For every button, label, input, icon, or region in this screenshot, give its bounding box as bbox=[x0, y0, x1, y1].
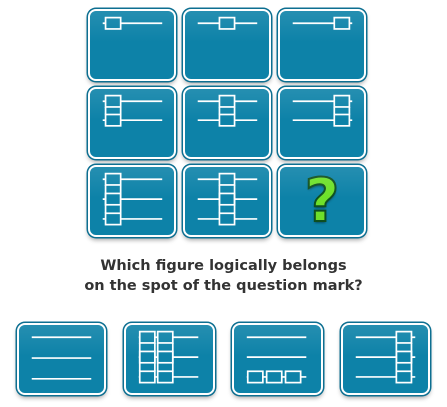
grid-cell-r3c1 bbox=[88, 165, 176, 237]
figure-three-boxes-left bbox=[102, 172, 163, 226]
figure-two-boxes-right bbox=[292, 94, 353, 127]
answer-option-3[interactable] bbox=[232, 323, 323, 395]
figure-two-boxes-left bbox=[102, 94, 163, 127]
figure-three-lines bbox=[31, 336, 92, 380]
answer-option-2[interactable] bbox=[124, 323, 215, 395]
figure-one-box-left bbox=[102, 16, 163, 30]
grid-cell-r1c3 bbox=[278, 9, 366, 81]
question-text: Which figure logically belongs on the sp… bbox=[0, 256, 447, 296]
figure-one-box-center bbox=[197, 16, 258, 30]
question-line-1: Which figure logically belongs bbox=[100, 258, 347, 274]
grid-cell-r2c1 bbox=[88, 87, 176, 159]
figure-boxes-bottom-row bbox=[246, 336, 307, 384]
question-line-2: on the spot of the question mark? bbox=[84, 278, 363, 294]
figure-two-boxes-center bbox=[197, 94, 258, 127]
answer-option-1[interactable] bbox=[17, 323, 106, 395]
figure-double-boxes-left bbox=[138, 330, 199, 384]
answer-option-4[interactable] bbox=[341, 323, 430, 395]
grid-cell-r1c1 bbox=[88, 9, 176, 81]
figure-three-boxes-center bbox=[197, 172, 258, 226]
figure-three-boxes-right bbox=[355, 330, 416, 384]
grid-cell-r2c3 bbox=[278, 87, 366, 159]
grid-cell-r3c3-question: ? bbox=[278, 165, 366, 237]
grid-cell-r1c2 bbox=[183, 9, 271, 81]
question-mark-icon: ? bbox=[304, 166, 341, 236]
grid-cell-r3c2 bbox=[183, 165, 271, 237]
figure-one-box-right bbox=[292, 16, 353, 30]
grid-cell-r2c2 bbox=[183, 87, 271, 159]
